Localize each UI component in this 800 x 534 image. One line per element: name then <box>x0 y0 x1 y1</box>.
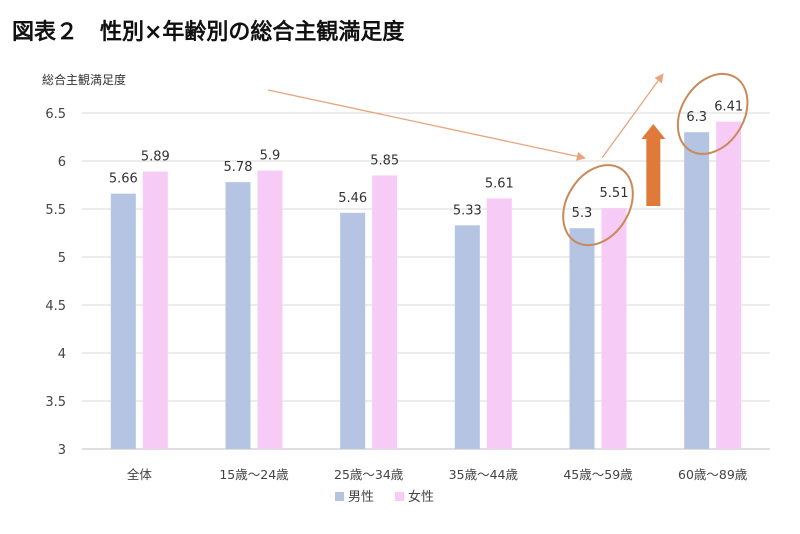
y-tick-label: 5 <box>58 251 66 266</box>
bar <box>601 208 627 449</box>
category-label: 15歳～24歳 <box>219 467 289 482</box>
chart-title: 図表２ 性別×年齢別の総合主観満足度 <box>12 20 405 45</box>
y-tick-label: 3 <box>58 443 66 458</box>
data-label: 5.85 <box>370 153 399 168</box>
bar <box>110 193 136 449</box>
y-tick-label: 3.5 <box>45 395 66 410</box>
bar <box>340 212 366 449</box>
category-label: 45歳～59歳 <box>563 467 633 482</box>
legend: 男性 女性 <box>335 489 434 505</box>
category-labels: 全体 15歳～24歳 25歳～34歳 35歳～44歳 45歳～59歳 60歳～89歳 <box>127 467 748 482</box>
increase-arrow <box>641 124 666 206</box>
y-axis-label: 総合主観満足度 <box>42 72 126 87</box>
legend-entry: 男性 <box>348 490 374 505</box>
y-tick-label: 4.5 <box>45 299 66 314</box>
data-label: 5.3 <box>572 206 593 221</box>
y-tick-label: 6.5 <box>45 107 66 122</box>
category-label: 35歳～44歳 <box>449 467 519 482</box>
bar <box>225 182 251 449</box>
legend-swatch <box>335 492 344 501</box>
y-tick-label: 4 <box>58 347 66 362</box>
bar <box>454 225 480 449</box>
gridlines <box>82 112 770 450</box>
y-tick-label: 6 <box>58 155 66 170</box>
bar <box>569 228 595 449</box>
data-label: 5.46 <box>338 191 367 206</box>
data-labels: 5.665.89 5.78 5.9 5.46 5.85 5.335.61 5.3 5.51 6.… <box>109 100 743 222</box>
data-label: 5.9 <box>260 149 281 164</box>
bars <box>110 121 742 449</box>
legend-entry: 女性 <box>408 489 434 505</box>
legend-swatch <box>395 492 404 501</box>
data-label: 5.33 <box>453 203 482 218</box>
data-label: 5.51 <box>600 186 629 201</box>
trend-arrow-up <box>601 73 664 159</box>
annotations <box>267 72 749 247</box>
highlight-circle <box>562 164 634 247</box>
category-label: 25歳～34歳 <box>334 467 404 482</box>
data-label: 6.41 <box>714 100 743 115</box>
y-tick-labels: 3 3.5 4 4.5 5 5.5 6 6.5 <box>45 107 66 458</box>
highlight-circle <box>676 72 749 155</box>
bar <box>142 171 168 449</box>
data-label: 5.66 <box>109 172 138 187</box>
trend-arrow-down <box>267 89 586 161</box>
bar <box>716 121 742 449</box>
y-tick-label: 5.5 <box>45 203 66 218</box>
data-label: 5.78 <box>224 160 253 175</box>
data-label: 5.61 <box>485 176 514 191</box>
data-label: 6.3 <box>686 110 707 125</box>
bar <box>372 175 398 449</box>
bar <box>486 198 512 449</box>
category-label: 全体 <box>127 467 153 482</box>
bar <box>684 132 710 449</box>
data-label: 5.89 <box>141 150 170 165</box>
category-label: 60歳～89歳 <box>678 467 748 482</box>
bar <box>257 170 283 449</box>
